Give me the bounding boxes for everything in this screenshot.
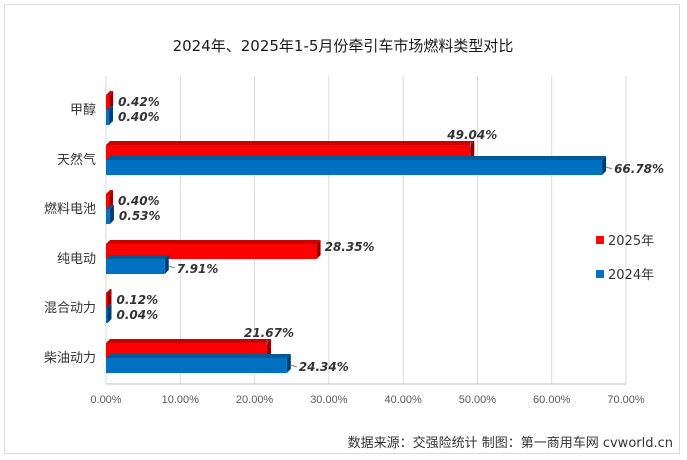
leader-line [168, 265, 175, 269]
data-label-2024: 0.04% [117, 308, 159, 322]
bar [106, 304, 112, 323]
bar [106, 190, 113, 209]
data-labels: 0.42%0.40%49.04%66.78%0.40%0.53%28.35%7.… [117, 95, 665, 374]
data-label-2025: 28.35% [325, 240, 375, 254]
x-tick-labels: 0.00% 10.00% 20.00% 30.00% 40.00% 50.00% 60.00… [90, 394, 644, 406]
bar [106, 106, 113, 125]
category-label: 混合动力 [44, 301, 96, 316]
data-label-2024: 0.40% [118, 110, 160, 124]
category-label: 燃料电池 [44, 201, 96, 217]
data-label-2025: 21.67% [244, 326, 294, 340]
data-label-2025: 0.42% [118, 95, 160, 109]
category-label: 甲醇 [70, 102, 96, 118]
bar [106, 156, 607, 175]
x-tick-label: 50.00% [459, 394, 497, 406]
x-tick-label: 10.00% [162, 394, 200, 406]
data-label-2024: 7.91% [177, 262, 219, 276]
chart-frame [4, 4, 680, 454]
bars [106, 91, 607, 373]
data-label-2024: 66.78% [614, 162, 664, 176]
x-tick-label: 20.00% [236, 394, 274, 406]
chart-title: 2024年、2025年1-5月份牵引车市场燃料类型对比 [173, 37, 514, 55]
category-label: 纯电动 [57, 252, 96, 267]
legend: 2025年 2024年 [596, 234, 654, 283]
category-label: 天然气 [57, 152, 96, 168]
category-label: 柴油动力 [44, 351, 96, 366]
x-tick-label: 30.00% [310, 394, 348, 406]
data-label-2025: 0.40% [118, 194, 160, 208]
footer-source: 数据来源：交强险统计 制图：第一商用车网 cvworld.cn [348, 435, 673, 451]
data-label-2025: 0.12% [117, 293, 159, 307]
legend-swatch [596, 236, 604, 244]
bar [106, 255, 169, 274]
legend-swatch [596, 270, 604, 278]
bar [106, 205, 114, 224]
x-tick-label: 70.00% [607, 394, 645, 406]
x-tick-label: 0.00% [90, 394, 121, 406]
data-label-2024: 0.53% [119, 209, 161, 223]
data-label-2024: 24.34% [299, 360, 349, 374]
legend-label: 2024年 [608, 268, 654, 283]
grid-lines [105, 76, 627, 385]
bar [106, 289, 112, 308]
x-tick-label: 60.00% [533, 394, 571, 406]
data-label-2025: 49.04% [446, 128, 497, 142]
leader-line [605, 166, 613, 170]
x-tick-label: 40.00% [384, 394, 422, 406]
leader-line [290, 364, 297, 368]
legend-label: 2025年 [608, 234, 654, 249]
bar [106, 354, 291, 373]
bar [106, 91, 114, 110]
